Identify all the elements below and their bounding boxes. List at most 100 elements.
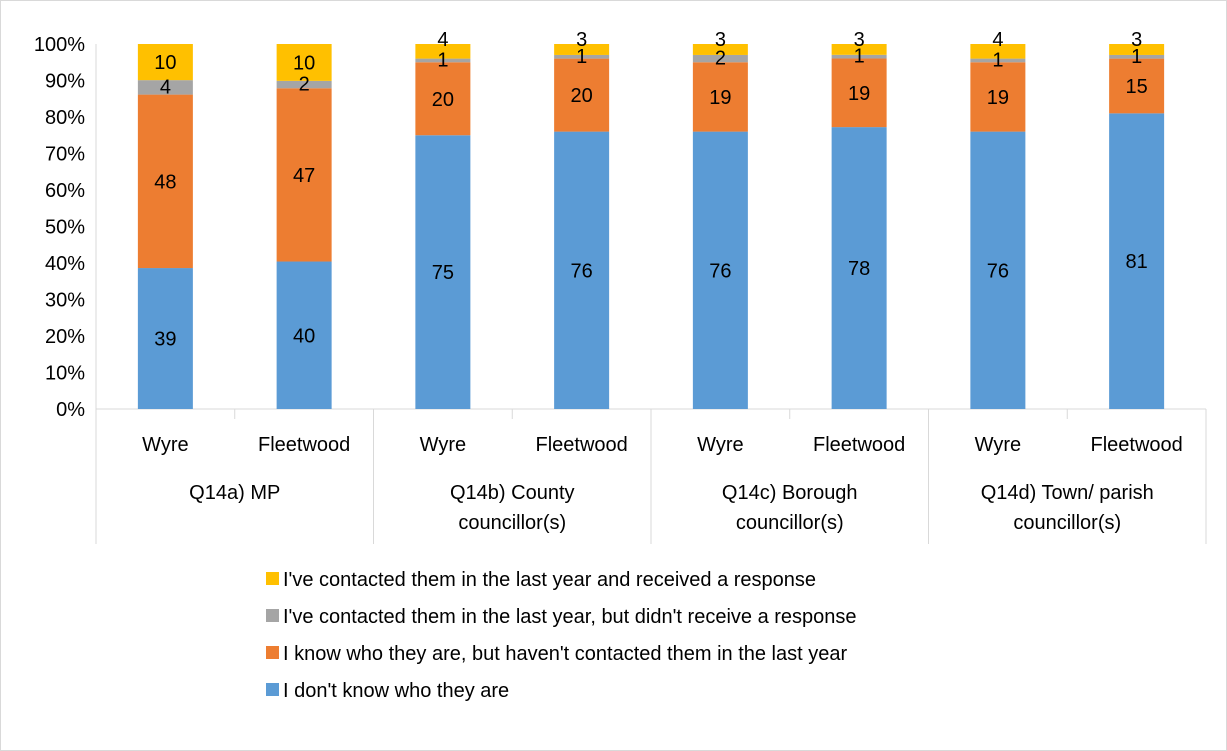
data-label: 48 xyxy=(154,171,176,193)
bar-segment xyxy=(970,44,1026,59)
bar-segment xyxy=(554,58,610,132)
bar-segment xyxy=(1109,58,1165,114)
data-label: 4 xyxy=(992,29,1003,51)
group-label: councillor(s) xyxy=(1013,512,1121,534)
data-label: 3 xyxy=(576,29,587,51)
data-label: 19 xyxy=(987,87,1009,109)
bar-segment xyxy=(970,62,1026,132)
legend-label: I've contacted them in the last year, bu… xyxy=(283,606,857,628)
y-tick-label: 40% xyxy=(45,253,85,275)
group-label: Q14c) Borough xyxy=(722,482,858,504)
data-label: 1 xyxy=(576,46,587,68)
bar-segment xyxy=(970,131,1026,409)
data-label: 4 xyxy=(437,29,448,51)
y-tick-label: 0% xyxy=(56,399,85,421)
data-label: 15 xyxy=(1126,76,1148,98)
bar-segment xyxy=(554,131,610,409)
bar-segment xyxy=(415,62,471,136)
bar-segment xyxy=(276,44,332,81)
legend-swatch xyxy=(266,572,279,585)
bar-segment xyxy=(692,54,748,63)
data-label: 78 xyxy=(848,258,870,280)
data-label: 1 xyxy=(992,49,1003,71)
data-label: 39 xyxy=(154,329,176,351)
bar-segment xyxy=(692,62,748,132)
y-tick-label: 30% xyxy=(45,290,85,312)
data-label: 2 xyxy=(299,74,310,96)
data-label: 4 xyxy=(160,76,171,98)
bar-segment xyxy=(554,54,610,59)
y-tick-label: 20% xyxy=(45,326,85,348)
bar-segment xyxy=(1109,113,1165,409)
bar-segment xyxy=(970,58,1026,63)
data-label: 76 xyxy=(987,260,1009,282)
bar-segment xyxy=(276,261,332,409)
data-label: 3 xyxy=(854,29,865,51)
bar-segment xyxy=(415,58,471,63)
category-label: Wyre xyxy=(142,434,188,456)
category-label: Fleetwood xyxy=(813,434,905,456)
data-label: 20 xyxy=(571,85,593,107)
bar-segment xyxy=(276,80,332,89)
category-labels: Q14a) MP Wyre Fleetwood Q14b) County council… xyxy=(142,434,1183,534)
axes: 0% 10% 20% 30% 40% 50% 60% 70% 80% 90% 100% xyxy=(34,34,1207,544)
data-label: 1 xyxy=(1131,46,1142,68)
data-label: 2 xyxy=(715,48,726,70)
bar-segment xyxy=(137,268,193,409)
group-label: councillor(s) xyxy=(736,512,844,534)
legend-swatch xyxy=(266,683,279,696)
group-label: Q14b) County xyxy=(450,482,575,504)
y-tick-label: 50% xyxy=(45,217,85,239)
y-tick-label: 70% xyxy=(45,144,85,166)
group-label: Q14a) MP xyxy=(189,482,280,504)
category-label: Wyre xyxy=(420,434,466,456)
group-label: Q14d) Town/ parish xyxy=(981,482,1154,504)
bar-segment xyxy=(137,44,193,81)
data-label: 76 xyxy=(571,260,593,282)
data-label: 40 xyxy=(293,325,315,347)
bar-segment xyxy=(415,135,471,409)
data-label: 19 xyxy=(848,83,870,105)
category-label: Fleetwood xyxy=(258,434,350,456)
y-tick-label: 90% xyxy=(45,71,85,93)
bar-segment xyxy=(831,127,887,410)
bar-segment xyxy=(137,80,193,95)
data-label: 10 xyxy=(154,52,176,74)
data-label: 10 xyxy=(293,52,315,74)
y-tick-label: 80% xyxy=(45,107,85,129)
y-tick-label: 100% xyxy=(34,34,85,56)
data-label: 1 xyxy=(854,46,865,68)
bar-segment xyxy=(831,44,887,55)
legend-label: I don't know who they are xyxy=(283,680,509,702)
bar-segment xyxy=(1109,44,1165,55)
data-label: 81 xyxy=(1126,251,1148,273)
data-label: 20 xyxy=(432,89,454,111)
bar-segment xyxy=(554,44,610,55)
legend-swatch xyxy=(266,646,279,659)
bar-segment xyxy=(831,58,887,128)
bar-segment xyxy=(831,54,887,59)
bar-segment xyxy=(415,44,471,59)
bars xyxy=(137,44,1165,410)
bar-segment xyxy=(137,94,193,269)
legend-swatch xyxy=(266,609,279,622)
data-label: 75 xyxy=(432,262,454,284)
data-label: 1 xyxy=(437,49,448,71)
data-label: 3 xyxy=(715,29,726,51)
legend: I've contacted them in the last year and… xyxy=(266,569,857,702)
y-tick-label: 10% xyxy=(45,363,85,385)
legend-label: I know who they are, but haven't contact… xyxy=(283,643,847,665)
data-labels: 3948410404721075201476201376192378191376… xyxy=(154,29,1148,351)
category-label: Wyre xyxy=(697,434,743,456)
data-label: 47 xyxy=(293,165,315,187)
data-label: 3 xyxy=(1131,29,1142,51)
legend-label: I've contacted them in the last year and… xyxy=(283,569,816,591)
y-tick-label: 60% xyxy=(45,180,85,202)
bar-segment xyxy=(692,44,748,55)
bar-segment xyxy=(276,88,332,262)
category-label: Fleetwood xyxy=(535,434,627,456)
bar-segment xyxy=(1109,54,1165,59)
data-label: 76 xyxy=(709,260,731,282)
